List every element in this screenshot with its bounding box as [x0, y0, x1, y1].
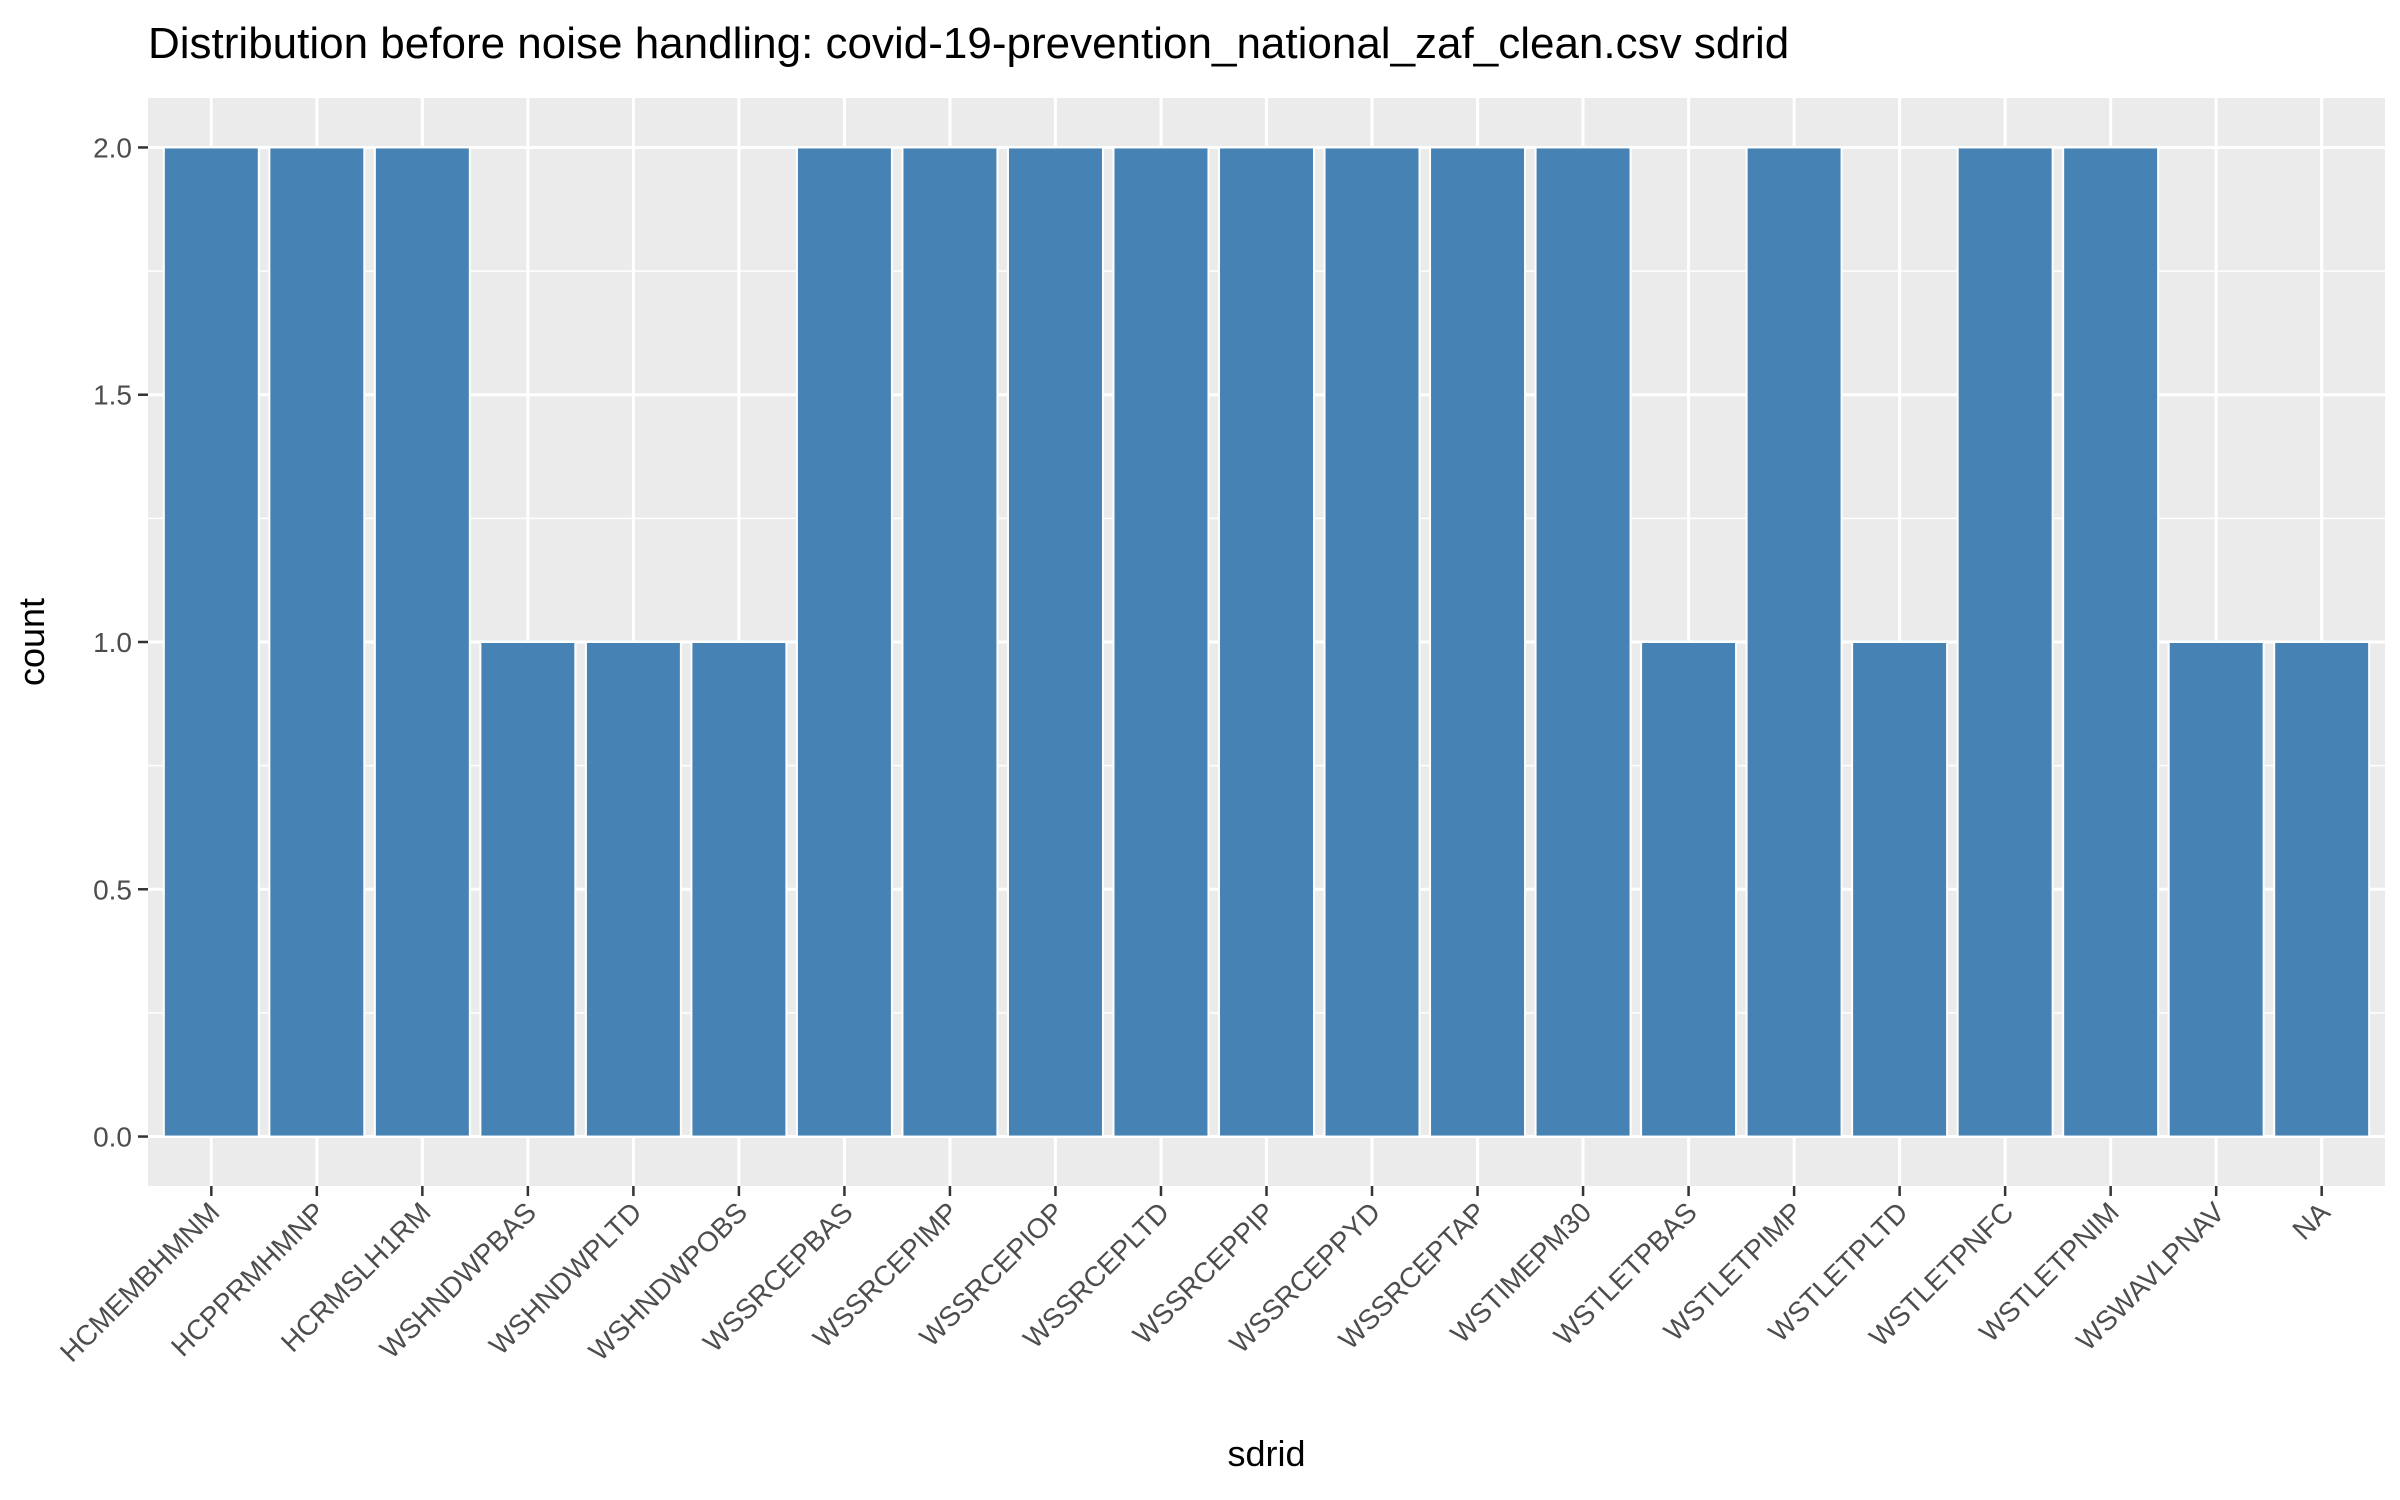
x-tick-label: NA: [2287, 1196, 2337, 1246]
bar: [162, 146, 260, 1138]
bar: [373, 146, 471, 1138]
bar: [2167, 641, 2265, 1138]
bar: [2062, 146, 2160, 1138]
x-axis: HCMEMBHMNMHCPPRMHMNPHCRMSLH1RMWSHNDWPBAS…: [54, 1186, 2336, 1368]
bars: [162, 146, 2371, 1138]
bar: [584, 641, 682, 1138]
y-tick-label: 1.5: [93, 380, 132, 411]
bar: [2273, 641, 2371, 1138]
y-tick-label: 1.0: [93, 627, 132, 658]
chart-title: Distribution before noise handling: covi…: [148, 19, 1789, 68]
bar: [795, 146, 893, 1138]
bar: [479, 641, 577, 1138]
bar: [1006, 146, 1104, 1138]
bar: [1218, 146, 1315, 1138]
y-tick-label: 2.0: [93, 132, 132, 163]
bar: [1745, 146, 1843, 1138]
y-tick-label: 0.5: [93, 874, 132, 905]
y-tick-label: 0.0: [93, 1122, 132, 1153]
bar: [1429, 146, 1527, 1138]
bar: [1323, 146, 1421, 1138]
bar: [901, 146, 999, 1138]
bar: [1851, 641, 1949, 1138]
bar: [1534, 146, 1632, 1138]
bar: [268, 146, 366, 1138]
bar: [1956, 146, 2054, 1138]
bar: [1640, 641, 1738, 1138]
bar: [1112, 146, 1210, 1138]
x-axis-title: sdrid: [1227, 1433, 1305, 1474]
y-axis-title: count: [11, 598, 52, 686]
y-axis: 0.0 0.5 1.0 1.5 2.0: [93, 132, 148, 1153]
bar: [690, 641, 788, 1138]
